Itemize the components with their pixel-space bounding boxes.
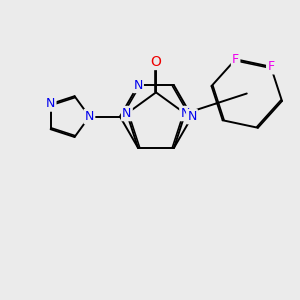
Text: N: N: [85, 110, 94, 123]
Text: N: N: [46, 98, 55, 110]
Text: N: N: [122, 107, 132, 120]
Text: N: N: [187, 110, 197, 123]
Text: N: N: [133, 79, 143, 92]
Text: N: N: [180, 107, 190, 120]
Text: F: F: [232, 53, 239, 66]
Text: F: F: [267, 60, 274, 73]
Text: O: O: [151, 55, 161, 69]
